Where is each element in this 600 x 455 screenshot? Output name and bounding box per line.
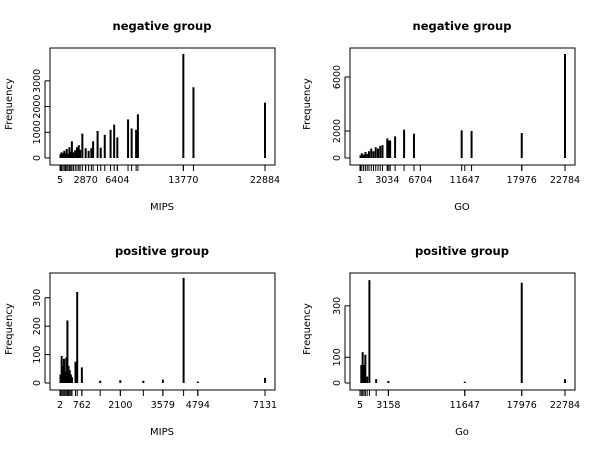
- x-tick-label: 1: [357, 175, 363, 186]
- panel-positive-mips: positive group MIPS Frequency 2 762 2100 35…: [4, 244, 277, 438]
- rug-group: [360, 165, 566, 171]
- rug-group: [59, 165, 266, 171]
- y-tick-label: 300: [32, 289, 43, 307]
- y-axis-label: Frequency: [4, 78, 15, 130]
- x-tick-label: 2100: [108, 400, 132, 411]
- x-axis-label: MIPS: [150, 427, 174, 438]
- x-axis: 1 3034 6704 11647 17976 22784: [357, 165, 580, 186]
- x-tick-label: 17976: [507, 175, 537, 186]
- y-tick-label: 3000: [32, 69, 43, 93]
- y-axis: 0 100 200 300: [32, 289, 50, 386]
- x-tick-label: 7131: [253, 400, 277, 411]
- bar-group: [59, 53, 266, 158]
- x-tick-label: 3579: [151, 400, 175, 411]
- chart-title: negative group: [113, 19, 212, 33]
- rug-group: [360, 390, 566, 396]
- y-tick-label: 100: [32, 346, 43, 364]
- y-tick-label: 2000: [332, 119, 343, 143]
- x-tick-label: 5: [357, 400, 363, 411]
- x-axis-label: GO: [454, 202, 470, 213]
- y-tick-label: 0: [332, 155, 343, 161]
- plot-frame: [349, 47, 576, 166]
- x-tick-label: 6704: [408, 175, 432, 186]
- y-tick-label: 200: [32, 317, 43, 335]
- panel-negative-go: negative group GO Frequency 1 3034 6704 116…: [302, 19, 580, 213]
- bar-group: [360, 280, 566, 383]
- x-tick-label: 2: [57, 400, 63, 411]
- x-axis: 2 762 2100 3579 4794 7131: [57, 390, 277, 411]
- y-axis: 0 100 300: [332, 297, 350, 386]
- x-tick-label: 6404: [105, 175, 129, 186]
- y-tick-label: 2000: [32, 94, 43, 118]
- x-tick-label: 3158: [376, 400, 400, 411]
- plot-frame: [49, 47, 276, 166]
- plot-frame: [349, 272, 576, 391]
- y-tick-label: 0: [32, 155, 43, 161]
- x-axis-label: MIPS: [150, 202, 174, 213]
- x-tick-label: 22884: [250, 175, 280, 186]
- panel-negative-mips: negative group MIPS Frequency 5 2870 6404 1…: [4, 19, 280, 213]
- y-tick-label: 300: [332, 297, 343, 315]
- y-tick-label: 1000: [32, 120, 43, 144]
- x-tick-label: 2870: [74, 175, 98, 186]
- x-tick-label: 11647: [450, 175, 480, 186]
- x-tick-label: 3034: [375, 175, 399, 186]
- x-tick-label: 11647: [450, 400, 480, 411]
- bar-group: [359, 54, 566, 158]
- x-tick-label: 17976: [507, 400, 537, 411]
- chart-title: positive group: [115, 244, 209, 258]
- chart-title: negative group: [413, 19, 512, 33]
- chart-title: positive group: [415, 244, 509, 258]
- bar-group: [59, 277, 266, 383]
- y-axis-label: Frequency: [4, 303, 15, 355]
- x-tick-label: 13770: [168, 175, 198, 186]
- x-axis-label: Go: [455, 427, 469, 438]
- plot-frame: [49, 272, 276, 391]
- x-tick-label: 762: [73, 400, 91, 411]
- x-tick-label: 4794: [186, 400, 210, 411]
- panel-positive-go: positive group Go Frequency 5 3158 11647 17…: [302, 244, 580, 438]
- y-axis-label: Frequency: [302, 78, 313, 130]
- y-tick-label: 0: [32, 380, 43, 386]
- y-axis-label: Frequency: [302, 303, 313, 355]
- y-tick-label: 6000: [332, 65, 343, 89]
- y-axis: 0 2000 6000: [332, 65, 350, 161]
- x-axis: 5 2870 6404 13770 22884: [57, 165, 280, 186]
- x-tick-label: 22784: [550, 400, 580, 411]
- y-tick-label: 100: [332, 348, 343, 366]
- x-tick-label: 22784: [550, 175, 580, 186]
- x-axis: 5 3158 11647 17976 22784: [357, 390, 580, 411]
- y-tick-label: 0: [332, 380, 343, 386]
- x-tick-label: 5: [57, 175, 63, 186]
